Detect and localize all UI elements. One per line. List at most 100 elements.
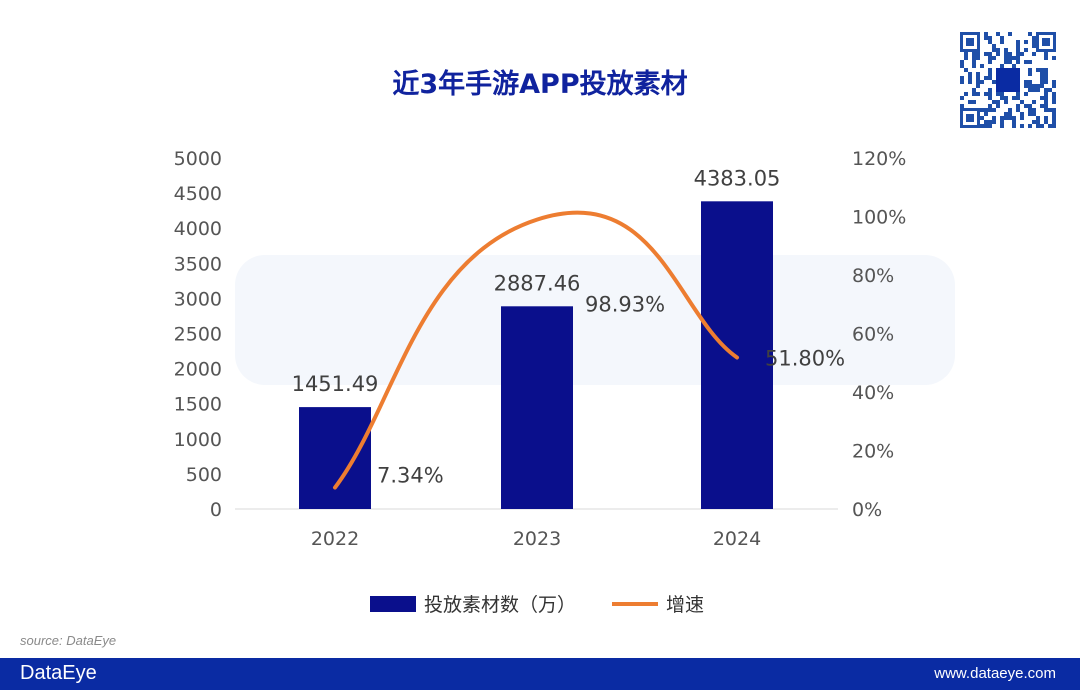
qr-module	[988, 120, 992, 124]
qr-module	[988, 92, 992, 96]
qr-module	[972, 64, 976, 68]
qr-module	[976, 76, 980, 80]
qr-module	[1004, 100, 1008, 104]
qr-module	[988, 52, 992, 56]
qr-module	[1028, 124, 1032, 128]
qr-module	[1004, 96, 1008, 100]
watermark-shape	[235, 255, 955, 385]
qr-module	[1044, 72, 1048, 76]
qr-module	[1028, 104, 1032, 108]
qr-module	[976, 52, 980, 56]
qr-module	[1032, 84, 1036, 88]
qr-module	[1044, 108, 1048, 112]
y-right-tick: 40%	[852, 382, 894, 404]
qr-module	[992, 120, 996, 124]
bar-data-label: 2887.46	[494, 271, 581, 295]
qr-module	[984, 36, 988, 40]
y-left-tick: 500	[186, 464, 222, 486]
qr-module	[960, 104, 964, 108]
qr-module	[1040, 72, 1044, 76]
qr-module	[968, 100, 972, 104]
qr-module	[1004, 60, 1008, 64]
chart: 0 500 1000 1500 2000 2500 3000 3500 4000 4500 5000…	[174, 148, 955, 550]
qr-module	[1044, 88, 1048, 92]
qr-module	[1044, 76, 1048, 80]
qr-module	[988, 124, 992, 128]
qr-module	[996, 48, 1000, 52]
qr-module	[1040, 96, 1044, 100]
qr-module	[1036, 68, 1040, 72]
y-left-tick: 4500	[174, 183, 222, 205]
qr-module	[1012, 96, 1016, 100]
qr-module	[988, 56, 992, 60]
qr-module	[1032, 88, 1036, 92]
qr-module	[1028, 72, 1032, 76]
qr-module	[1016, 48, 1020, 52]
y-left-tick: 1500	[174, 394, 222, 416]
qr-module	[1052, 80, 1056, 84]
qr-code	[960, 32, 1056, 128]
qr-module	[1052, 108, 1056, 112]
qr-module	[1000, 40, 1004, 44]
qr-module	[980, 64, 984, 68]
legend-line: 增速	[612, 590, 704, 617]
qr-module	[1044, 52, 1048, 56]
qr-module	[984, 112, 988, 116]
qr-module	[1044, 56, 1048, 60]
qr-module	[1016, 60, 1020, 64]
qr-module	[1044, 100, 1048, 104]
y-left-tick: 0	[210, 499, 222, 521]
line-data-label: 98.93%	[585, 293, 665, 317]
y-right-tick: 120%	[852, 148, 906, 170]
legend-line-swatch	[612, 601, 658, 606]
line-data-label: 51.80%	[765, 346, 845, 370]
qr-module	[964, 68, 968, 72]
y-left-tick: 2500	[174, 324, 222, 346]
qr-module	[960, 60, 964, 64]
qr-module	[988, 36, 992, 40]
qr-module	[1048, 124, 1052, 128]
qr-module	[988, 88, 992, 92]
qr-module	[1024, 40, 1028, 44]
qr-module	[960, 76, 964, 80]
qr-module	[1052, 84, 1056, 88]
qr-module	[1040, 104, 1044, 108]
qr-module	[1020, 124, 1024, 128]
qr-module	[1052, 100, 1056, 104]
qr-module	[984, 120, 988, 124]
qr-module	[1000, 64, 1004, 68]
qr-module	[1004, 48, 1008, 52]
qr-module	[972, 56, 976, 60]
bar	[501, 306, 573, 509]
qr-logo	[996, 68, 1020, 92]
qr-module	[996, 104, 1000, 108]
qr-module	[1048, 108, 1052, 112]
y-left-tick: 3500	[174, 253, 222, 275]
y-right-tick: 0%	[852, 499, 882, 521]
qr-module	[980, 124, 984, 128]
qr-module	[1004, 56, 1008, 60]
qr-module	[1040, 80, 1044, 84]
qr-module	[1032, 120, 1036, 124]
qr-module	[1052, 96, 1056, 100]
qr-module	[1000, 36, 1004, 40]
bar-data-label: 1451.49	[292, 372, 379, 396]
qr-module	[988, 96, 992, 100]
qr-finder-eye	[966, 114, 974, 122]
qr-module	[1020, 52, 1024, 56]
qr-module	[980, 116, 984, 120]
qr-module	[968, 76, 972, 80]
qr-module	[1008, 112, 1012, 116]
qr-module	[1024, 84, 1028, 88]
qr-module	[1008, 52, 1012, 56]
qr-module	[1016, 56, 1020, 60]
footer-url[interactable]: www.dataeye.com	[934, 665, 1056, 682]
qr-module	[968, 72, 972, 76]
qr-module	[1032, 112, 1036, 116]
qr-module	[1044, 120, 1048, 124]
qr-module	[1012, 116, 1016, 120]
y-left-tick: 4000	[174, 218, 222, 240]
qr-module	[984, 108, 988, 112]
qr-module	[988, 60, 992, 64]
qr-module	[1048, 88, 1052, 92]
